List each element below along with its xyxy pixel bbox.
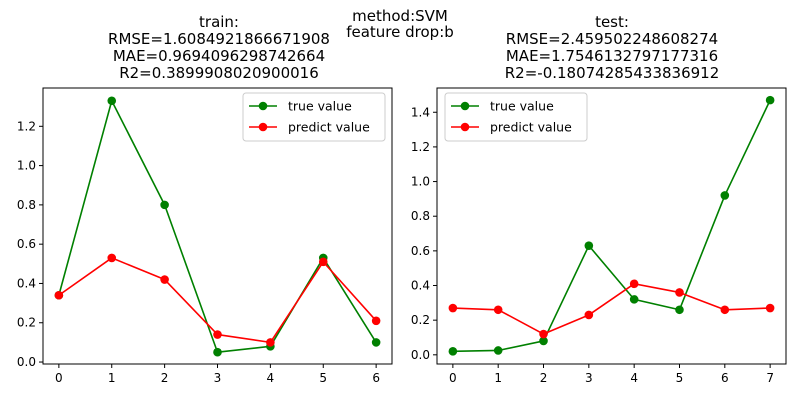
test-y-tick-label: 0.2 bbox=[411, 313, 430, 327]
train-axes-frame bbox=[42, 87, 393, 365]
train-series-1-point bbox=[266, 338, 275, 347]
test-series-0-point bbox=[720, 191, 730, 200]
test-x-tick-label: 7 bbox=[766, 371, 774, 385]
test-series-1-point bbox=[448, 303, 458, 313]
test-x-tick-label: 5 bbox=[676, 371, 684, 385]
test-title-line-2: RMSE=2.459502248608274 bbox=[506, 30, 718, 48]
test-title-line-3: MAE=1.7546132797177316 bbox=[506, 47, 718, 65]
train-y-tick-label: 0.6 bbox=[17, 237, 36, 251]
train-title-line-3: MAE=0.9694096298742664 bbox=[113, 47, 325, 65]
test-series-1-point bbox=[493, 305, 503, 315]
train-series-1-point bbox=[371, 316, 381, 326]
test-chart: test: RMSE=2.459502248608274 MAE=1.75461… bbox=[411, 13, 787, 385]
train-x-tick-label: 5 bbox=[319, 371, 327, 385]
test-series-1-point bbox=[584, 310, 594, 320]
test-y-tick-label: 0.8 bbox=[411, 209, 430, 223]
train-x-tick-label: 4 bbox=[267, 371, 275, 385]
train-legend-label: true value bbox=[288, 99, 352, 114]
train-y-tick-label: 0.0 bbox=[17, 355, 36, 369]
train-x-tick-label: 6 bbox=[372, 371, 380, 385]
train-legend: true value predict value bbox=[242, 92, 386, 142]
test-legend-label: predict value bbox=[490, 120, 572, 135]
train-legend-swatch-marker bbox=[258, 101, 268, 111]
test-series-1-point bbox=[539, 329, 548, 339]
train-legend-swatch-marker bbox=[258, 122, 268, 132]
test-x-tick-label: 0 bbox=[449, 371, 457, 385]
test-series-0-point bbox=[539, 336, 548, 346]
train-x-tick-label: 3 bbox=[214, 371, 222, 385]
train-x-tick-label: 0 bbox=[55, 371, 63, 385]
test-series-1-point bbox=[629, 279, 639, 289]
test-x-tick-label: 6 bbox=[721, 371, 729, 385]
test-legend: true value predict value bbox=[444, 92, 588, 142]
train-series-1-point bbox=[160, 275, 169, 284]
test-x-tick-label: 3 bbox=[585, 371, 593, 385]
train-series-1-point bbox=[318, 257, 328, 267]
test-legend-label: true value bbox=[490, 99, 554, 114]
test-series-1-line bbox=[452, 282, 771, 335]
train-series-0-point bbox=[160, 200, 169, 210]
test-y-tick-label: 0.0 bbox=[411, 348, 430, 362]
test-series-0-line bbox=[452, 99, 771, 353]
test-y-tick-label: 0.4 bbox=[411, 279, 430, 293]
suptitle-line-1: method:SVM bbox=[352, 7, 448, 25]
train-series-0-point bbox=[213, 347, 222, 357]
test-title-line-4: R2=-0.18074285433836912 bbox=[505, 64, 720, 82]
train-x-tick-label: 1 bbox=[108, 371, 116, 385]
train-series-1-point bbox=[54, 290, 64, 300]
suptitle-line-2: feature drop:b bbox=[346, 23, 454, 41]
test-series-0-point bbox=[675, 305, 684, 315]
test-y-tick-label: 0.6 bbox=[411, 244, 430, 258]
train-series-1-point bbox=[213, 330, 222, 339]
train-series-0-point bbox=[107, 96, 117, 106]
test-series-0-point bbox=[765, 95, 775, 105]
train-title-line-2: RMSE=1.6084921866671908 bbox=[108, 30, 330, 48]
train-legend-label: predict value bbox=[288, 120, 370, 135]
train-chart: train: RMSE=1.6084921866671908 MAE=0.969… bbox=[17, 13, 393, 385]
test-x-tick-label: 4 bbox=[630, 371, 638, 385]
test-x-tick-label: 1 bbox=[494, 371, 502, 385]
train-y-tick-label: 0.2 bbox=[17, 316, 36, 330]
test-legend-swatch-marker bbox=[460, 101, 470, 111]
train-y-tick-label: 1.2 bbox=[17, 119, 36, 133]
train-legend-box bbox=[242, 92, 386, 142]
test-axes-frame bbox=[436, 87, 787, 365]
train-y-tick-label: 0.8 bbox=[17, 198, 36, 212]
test-series-1-point bbox=[675, 288, 684, 297]
train-title-line-4: R2=0.3899908020900016 bbox=[119, 64, 319, 82]
test-legend-box bbox=[444, 92, 588, 142]
test-series-1-point bbox=[765, 303, 775, 313]
test-title-line-1: test: bbox=[595, 13, 629, 31]
train-y-tick-label: 0.4 bbox=[17, 276, 36, 290]
train-series-0-point bbox=[371, 338, 381, 347]
test-series-0-point bbox=[584, 241, 594, 250]
train-y-tick-label: 1.0 bbox=[17, 159, 36, 173]
train-series-1-point bbox=[107, 253, 117, 263]
test-series-1-point bbox=[720, 305, 730, 315]
train-x-tick-label: 2 bbox=[161, 371, 169, 385]
train-title-line-1: train: bbox=[199, 13, 239, 31]
test-series-0-point bbox=[629, 295, 639, 304]
test-legend-swatch-marker bbox=[460, 122, 470, 132]
test-y-tick-label: 1.4 bbox=[411, 105, 430, 119]
test-series-0-point bbox=[493, 346, 503, 355]
test-x-tick-label: 2 bbox=[540, 371, 548, 385]
test-y-tick-label: 1.2 bbox=[411, 140, 430, 154]
test-series-0-point bbox=[448, 347, 458, 356]
test-y-tick-label: 1.0 bbox=[411, 175, 430, 189]
